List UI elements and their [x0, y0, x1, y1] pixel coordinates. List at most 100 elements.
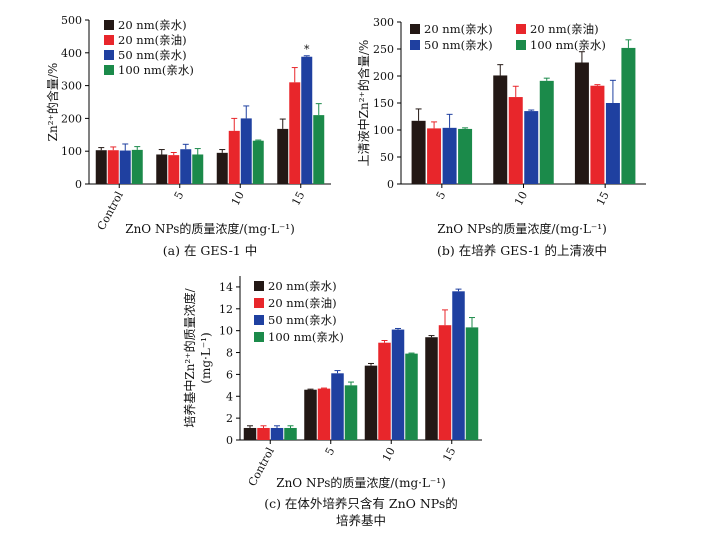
- y-tick-label: 300: [373, 16, 394, 29]
- bar: [465, 327, 479, 440]
- bar: [524, 111, 539, 184]
- bar: [344, 385, 358, 440]
- panel-caption: (a) 在 GES-1 中: [163, 243, 257, 258]
- x-tick-label: 15: [440, 445, 458, 463]
- bar: [243, 427, 257, 440]
- legend-swatch: [104, 65, 114, 75]
- legend-label: 50 nm(亲水): [268, 313, 337, 327]
- bar: [508, 97, 523, 184]
- legend-swatch: [254, 315, 264, 325]
- legend-swatch: [254, 281, 264, 291]
- y-tick-label: 4: [226, 390, 233, 403]
- legend-swatch: [104, 20, 114, 30]
- bar: [438, 325, 452, 440]
- bar: [180, 149, 192, 184]
- bar: [95, 150, 107, 184]
- x-tick-label: 15: [594, 189, 612, 207]
- legend-label: 100 nm(亲水): [530, 38, 606, 52]
- legend-label: 20 nm(亲油): [268, 296, 337, 310]
- y-tick-label: 200: [61, 112, 82, 125]
- bar: [425, 337, 438, 440]
- bar: [590, 85, 605, 184]
- bar: [240, 118, 252, 184]
- bar: [192, 154, 204, 184]
- y-tick-label: 8: [226, 347, 233, 360]
- bar: [156, 154, 168, 184]
- bar: [257, 427, 270, 440]
- bar: [270, 427, 284, 440]
- x-axis-label: ZnO NPs的质量浓度/(mg·L⁻¹): [276, 475, 446, 490]
- panel-caption: 培养基中: [336, 513, 386, 528]
- y-tick-label: 0: [75, 178, 82, 191]
- bar: [458, 128, 473, 184]
- bar: [107, 150, 119, 184]
- x-tick-label: 10: [229, 189, 247, 207]
- significance-marker: *: [304, 43, 310, 56]
- y-tick-label: 50: [380, 151, 394, 164]
- y-tick-label: 250: [373, 43, 394, 56]
- x-tick-label: 10: [380, 445, 398, 463]
- y-tick-label: 500: [61, 14, 82, 27]
- x-tick-label: Control: [95, 189, 126, 233]
- legend-swatch: [410, 24, 420, 34]
- x-tick-label: Control: [246, 445, 277, 489]
- legend-swatch: [410, 40, 420, 50]
- bar: [317, 388, 331, 440]
- bar: [289, 82, 301, 184]
- bar: [131, 149, 143, 184]
- x-tick-label: 15: [289, 189, 307, 207]
- y-tick-label: 12: [219, 303, 233, 316]
- legend-swatch: [254, 332, 264, 342]
- y-axis-label: 培养基中Zn²⁺的质量浓度/: [182, 287, 197, 427]
- y-tick-label: 0: [387, 178, 394, 191]
- legend-label: 50 nm(亲水): [424, 38, 493, 52]
- x-tick-label: 10: [512, 189, 530, 207]
- legend-label: 20 nm(亲水): [424, 22, 493, 36]
- x-axis-label: ZnO NPs的质量浓度/(mg·L⁻¹): [437, 221, 607, 236]
- bar: [405, 353, 418, 440]
- x-tick-label: 5: [434, 189, 449, 201]
- bar: [364, 365, 378, 440]
- legend-swatch: [254, 298, 264, 308]
- bar: [452, 291, 465, 440]
- bar: [313, 115, 325, 184]
- bar: [331, 373, 344, 440]
- legend-label: 100 nm(亲水): [268, 330, 344, 344]
- bar: [378, 342, 391, 440]
- legend-label: 20 nm(亲油): [118, 33, 187, 47]
- y-tick-label: 2: [226, 412, 233, 425]
- y-tick-label: 0: [226, 434, 233, 447]
- bar: [301, 56, 313, 184]
- y-tick-label: 150: [373, 97, 394, 110]
- y-tick-label: 10: [219, 325, 233, 338]
- bar: [284, 427, 297, 440]
- y-axis-label: (mg·L⁻¹): [199, 332, 213, 383]
- x-axis-label: ZnO NPs的质量浓度/(mg·L⁻¹): [125, 221, 295, 236]
- bar: [277, 128, 289, 184]
- x-tick-label: 5: [172, 189, 187, 201]
- bar: [621, 47, 636, 184]
- panel-caption: (b) 在培养 GES-1 的上清液中: [437, 243, 607, 258]
- legend-label: 20 nm(亲水): [118, 18, 187, 32]
- legend-label: 50 nm(亲水): [118, 48, 187, 62]
- legend-swatch: [516, 40, 526, 50]
- bar: [304, 389, 317, 440]
- legend-label: 20 nm(亲水): [268, 279, 337, 293]
- bar: [539, 80, 554, 184]
- y-tick-label: 100: [61, 145, 82, 158]
- bar: [228, 130, 240, 184]
- legend-label: 100 nm(亲水): [118, 63, 194, 77]
- bar: [391, 329, 405, 440]
- bar: [119, 150, 131, 184]
- y-tick-label: 6: [226, 368, 233, 381]
- bar: [574, 62, 589, 184]
- y-axis-label: 上清液中Zn²⁺的含量/%: [356, 40, 371, 167]
- x-tick-label: 5: [323, 445, 338, 457]
- legend-swatch: [516, 24, 526, 34]
- bar: [216, 152, 228, 184]
- legend-swatch: [104, 50, 114, 60]
- bar: [605, 103, 620, 184]
- y-tick-label: 300: [61, 80, 82, 93]
- chart-panel-b: 0 50 100 150 200 250 300 5 10 15 20 nm(亲水) 20 nm(亲油…: [356, 16, 646, 258]
- bar: [252, 140, 264, 184]
